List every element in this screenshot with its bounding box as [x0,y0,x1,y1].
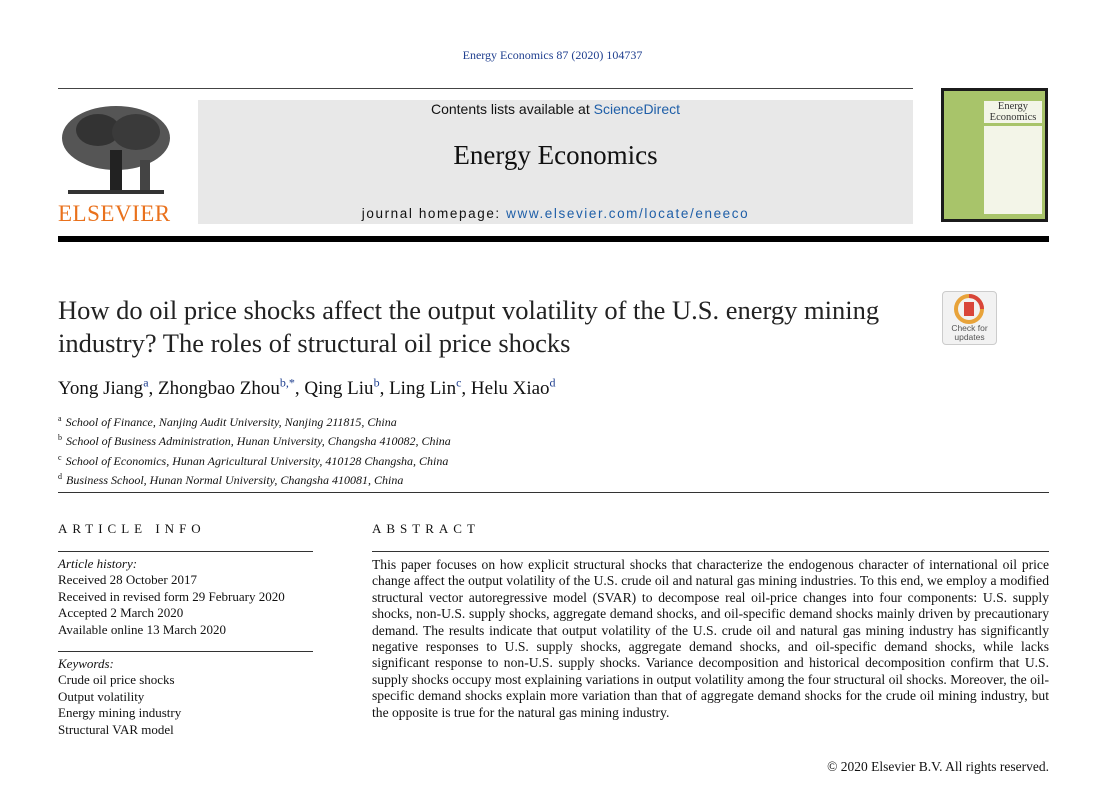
check-updates-text: Check for updates [951,323,988,342]
history-item: Available online 13 March 2020 [58,621,226,637]
author-name: Ling Lin [389,378,457,400]
author-name: Zhongbao Zhou [158,378,280,400]
rule [58,88,913,89]
author-name: Yong Jiang [58,378,144,400]
affiliation-sup: b [58,433,62,443]
author-sup: c [456,376,462,390]
rule [58,651,313,652]
copyright: © 2020 Elsevier B.V. All rights reserved… [827,759,1049,774]
affiliation-sup: d [58,472,62,482]
author-sup: b [373,376,380,390]
cover-title: Energy Economics [984,101,1042,123]
affiliation-sup: a [58,414,62,423]
rule [372,551,1049,552]
rule [58,551,313,552]
abstract-text: This paper focuses on how explicit struc… [372,557,1049,720]
contents-link[interactable]: ScienceDirect [593,101,681,117]
affiliation-text: School of Economics, Hunan Agricultural … [65,453,449,468]
elsevier-logo [58,100,174,200]
affiliation-text: School of Finance, Nanjing Audit Univers… [65,415,397,429]
keyword: Structural VAR model [58,721,174,737]
affiliation-text: Business School, Hunan Normal University… [66,473,404,488]
affiliation: a School of Finance, Nanjing Audit Univer… [58,411,451,430]
homepage-prefix: journal homepage: [361,206,501,221]
affiliation: c School of Economics, Hunan Agricultural… [58,450,451,469]
author-sup: d [549,376,556,390]
cover-body [984,126,1042,214]
author: Yong Jianga [58,376,158,400]
keyword: Output volatility [58,688,145,704]
homepage-line: journal homepage: www.elsevier.com/locat… [198,206,913,221]
contents-prefix: Contents lists available at [430,101,590,117]
homepage-url[interactable]: www.elsevier.com/locate/eneeco [506,206,750,221]
affiliations: a School of Finance, Nanjing Audit Univer… [58,411,451,489]
keyword: Crude oil price shocks [58,672,175,688]
author: Ling Linc [389,376,471,400]
journal-reference[interactable]: Energy Economics 87 (2020) 104737 [462,48,643,62]
author: Zhongbao Zhoub,* [158,376,304,400]
affiliation: d Business School, Hunan Normal Universit… [58,469,451,488]
article-title: How do oil price shocks affect the outpu… [58,295,880,358]
author-name: Qing Liu [304,378,374,400]
history-item: Received in revised form 29 February 202… [58,588,285,604]
author: Helu Xiaod [470,376,556,400]
author: Qing Liub [304,376,389,400]
header-box [198,100,913,224]
author-sup: b,* [279,376,295,390]
contents-line: Contents lists available at ScienceDirec… [198,101,913,117]
keywords: Keywords: Crude oil price shocks Output vo… [58,656,181,738]
author-name: Helu Xiao [470,378,550,400]
authors: Yong JiangaZhongbao Zhoub,*Qing LiubLing… [58,376,556,400]
history-item: Received 28 October 2017 [58,572,197,588]
article-info-heading: ARTICLE INFO [58,521,206,536]
check-updates-badge[interactable] [942,291,997,345]
journal-name: Energy Economics [453,140,658,170]
rule [58,492,1049,493]
article-history: Article history: Received 28 October 2017… [58,556,285,638]
abstract-heading: ABSTRACT [372,521,480,536]
keyword: Energy mining industry [58,705,182,721]
author-sup: a [143,376,149,390]
history-item: Accepted 2 March 2020 [58,605,184,621]
history-label: Article history: [58,556,138,571]
check-updates-icon [954,294,984,324]
affiliation-text: School of Business Administration, Hunan… [66,434,451,449]
keywords-label: Keywords: [58,656,114,671]
affiliation-sup: c [58,452,62,462]
header-bar [58,236,1049,242]
publisher: ELSEVIER [58,201,171,226]
affiliation: b School of Business Administration, Huna… [58,430,451,449]
